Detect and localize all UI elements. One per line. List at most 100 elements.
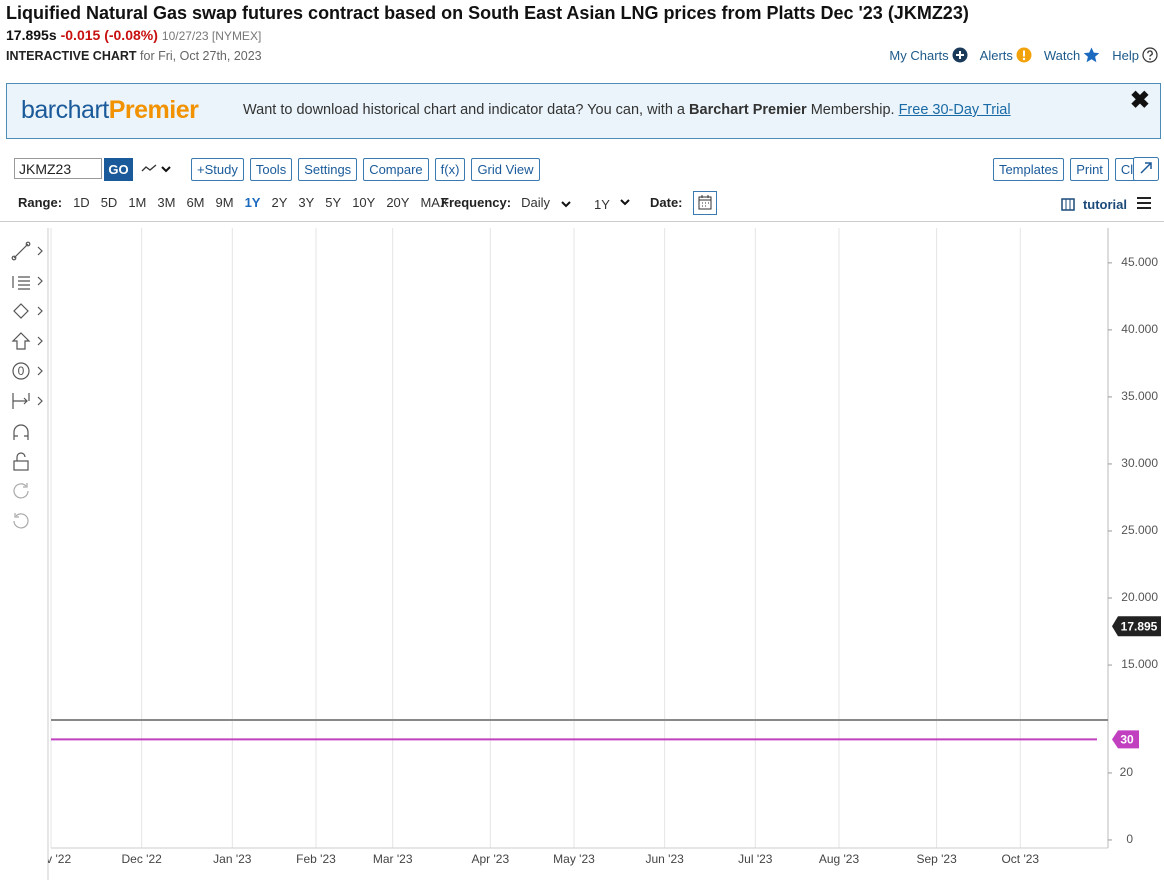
y-tick-label: 20.000 — [1121, 590, 1158, 604]
y-tick-label: 35.000 — [1121, 389, 1158, 403]
range-option[interactable]: 2Y — [271, 195, 288, 210]
range-option[interactable]: 5D — [100, 195, 118, 210]
toolbar-button[interactable]: Print — [1070, 158, 1109, 181]
nav-text: Alerts — [979, 47, 1013, 63]
text: Want to download historical chart and in… — [243, 102, 690, 118]
frequency-value: Daily — [521, 195, 550, 210]
quote-meta: 10/27/23 [NYMEX] — [161, 29, 262, 43]
icon — [1142, 47, 1158, 63]
logo-text: Premier — [108, 96, 199, 124]
watch[interactable]: Watch — [1044, 47, 1100, 63]
price-change: -0.015 (-0.08%) — [60, 27, 158, 43]
nav-text: Watch — [1043, 47, 1081, 63]
x-tick-label: May '23 — [553, 852, 595, 866]
x-tick-label: Mar '23 — [373, 852, 413, 866]
x-tick-label: Feb '23 — [296, 852, 336, 866]
drawing-tools: 0 — [11, 241, 43, 529]
range-label: Range: — [18, 195, 63, 210]
y-tick-label: 0 — [1126, 832, 1133, 846]
caret — [620, 199, 631, 206]
alerts[interactable]: Alerts — [980, 47, 1032, 63]
last-price: 17.895s — [6, 27, 57, 43]
caret — [561, 201, 571, 208]
x-tick-label: Jun '23 — [645, 852, 684, 866]
icon — [952, 47, 968, 63]
toolbar-button[interactable]: f(x) — [434, 158, 466, 181]
tutorial-icon — [1061, 198, 1075, 211]
period-value: 1Y — [594, 197, 610, 212]
quote-line: 17.895s -0.015 (-0.08%) 10/27/23 [NYMEX] — [6, 27, 261, 43]
divider — [0, 221, 1164, 222]
logo-text: barchart — [21, 96, 109, 124]
range-option[interactable]: 5Y — [325, 195, 342, 210]
menu[interactable] — [1136, 196, 1152, 210]
chart-type[interactable] — [140, 160, 174, 178]
tutorial[interactable]: tutorial — [1082, 197, 1127, 212]
x-axis: Nov '22 Dec '22 Jan '23 Feb '23 Mar '23 Apr '… — [31, 852, 1039, 866]
toolbar-button[interactable]: Compare — [363, 158, 429, 181]
y-tick-label: 30.000 — [1121, 456, 1158, 470]
x-tick-label: Jul '23 — [738, 852, 773, 866]
premier-banner: barchartPremier Want to download histori… — [6, 83, 1161, 139]
svg-text:0: 0 — [18, 364, 25, 378]
toolbar-button[interactable]: Tools — [249, 158, 293, 181]
close-button[interactable]: ✖ — [1129, 87, 1150, 114]
nav-text: Help — [1112, 47, 1139, 63]
chart-title: Liquified Natural Gas swap futures contr… — [6, 3, 969, 23]
range-option[interactable]: 1Y — [244, 195, 261, 210]
my-charts[interactable]: My Charts — [889, 47, 968, 63]
range-selector: Range: 1D 5D 1M 3M 6M 9M 1Y 2Y 3Y 5Y 10Y 20Y MAX — [18, 195, 449, 210]
range-option[interactable]: 20Y — [386, 195, 410, 210]
frequency[interactable]: Frequency: Daily — [441, 195, 572, 211]
range-option[interactable]: MAX — [420, 195, 449, 210]
period[interactable]: 1Y — [594, 195, 633, 212]
chart-date: for Fri, Oct 27th, 2023 — [140, 49, 262, 63]
toolbar: +Study Tools Settings Compare f(x) Grid View — [191, 158, 540, 181]
y-tick-label: 40.000 — [1121, 322, 1158, 336]
x-tick-label: Oct '23 — [1001, 852, 1039, 866]
y-tick-label: 20 — [1120, 765, 1134, 779]
indicator-label: 30 — [1120, 733, 1134, 747]
nav-text: My Charts — [889, 47, 949, 63]
range-option[interactable]: 3Y — [298, 195, 315, 210]
range-option[interactable]: 6M — [186, 195, 205, 210]
toolbar-button[interactable]: +Study — [191, 158, 244, 181]
range-option[interactable]: 1D — [73, 195, 90, 210]
text: Membership. — [806, 102, 899, 118]
toolbar-button[interactable]: Templates — [992, 158, 1065, 181]
symbol-input[interactable]: JKMZ23 — [14, 158, 102, 179]
toolbar-button[interactable]: Grid View — [471, 158, 540, 181]
subtitle-line: INTERACTIVE CHART for Fri, Oct 27th, 202… — [6, 49, 262, 63]
trial-link[interactable]: Free 30-Day Trial — [898, 102, 1011, 118]
range-option[interactable]: 3M — [157, 195, 176, 210]
range-option[interactable]: 10Y — [352, 195, 376, 210]
text: Barchart Premier — [689, 102, 807, 118]
interactive-label: INTERACTIVE CHART — [6, 49, 137, 63]
date-label: Date: — [650, 195, 683, 210]
icon — [1083, 47, 1100, 63]
last-price-label: 17.895 — [1121, 619, 1158, 633]
help[interactable]: Help — [1112, 47, 1158, 63]
y-tick-label: 25.000 — [1121, 523, 1158, 537]
x-tick-label: Aug '23 — [819, 852, 860, 866]
expand[interactable] — [1133, 157, 1159, 181]
x-tick-label: Jan '23 — [213, 852, 252, 866]
x-tick-label: Apr '23 — [471, 852, 509, 866]
y-tick-label: 15.000 — [1121, 657, 1158, 671]
toolbar-right: TemplatesPrintClear — [992, 158, 1158, 181]
frequency-label: Frequency: — [441, 195, 512, 210]
icon — [1016, 47, 1032, 63]
last-price-marker — [1112, 616, 1161, 637]
go-button[interactable]: GO — [104, 158, 133, 181]
banner-text: Want to download historical chart and in… — [243, 102, 1011, 118]
y-tick-label: 45.000 — [1121, 255, 1158, 269]
x-tick-label: Sep '23 — [916, 852, 957, 866]
range-option[interactable]: 1M — [128, 195, 147, 210]
indicator-marker — [1112, 730, 1139, 749]
toolbar-button[interactable]: Settings — [298, 158, 358, 181]
range-option[interactable]: 9M — [215, 195, 234, 210]
x-tick-label: Nov '22 — [31, 852, 72, 866]
calendar[interactable] — [693, 191, 717, 215]
